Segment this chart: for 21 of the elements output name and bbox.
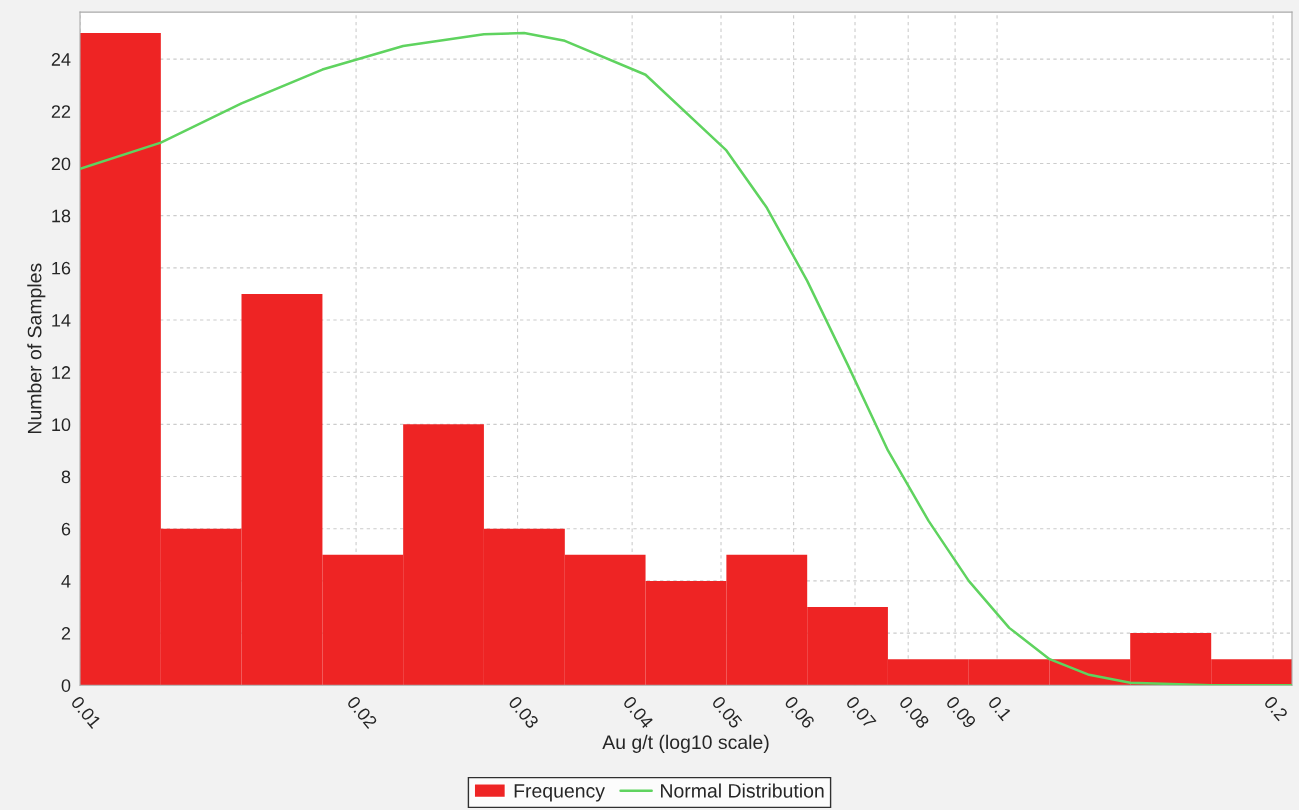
x-tick-label: 0.07 <box>845 695 877 730</box>
y-tick-label: 20 <box>51 157 71 171</box>
legend-label: Frequency <box>514 784 605 802</box>
x-tick-label: 0.1 <box>987 695 1013 722</box>
y-tick-label: 24 <box>51 53 71 66</box>
legend-label: Normal Distribution <box>661 783 824 798</box>
x-axis-title: Au g/t (log10 scale) <box>602 734 769 753</box>
y-tick-label: 22 <box>51 105 71 118</box>
y-tick-label: 0 <box>61 679 71 692</box>
x-tick-label: 0.2 <box>1263 695 1289 722</box>
y-tick-label: 12 <box>52 366 71 379</box>
y-tick-label: 8 <box>61 470 71 484</box>
y-tick-label: 4 <box>61 575 71 588</box>
y-tick-label: 16 <box>52 261 71 275</box>
y-axis-title: Number of Samples <box>27 263 46 434</box>
y-tick-label: 10 <box>52 418 71 432</box>
x-tick-label: 0.09 <box>945 695 977 730</box>
y-tick-label: 18 <box>52 209 71 223</box>
y-tick-label: 2 <box>61 627 71 640</box>
y-tick-label: 6 <box>61 522 71 536</box>
y-tick-label: 14 <box>52 314 71 327</box>
